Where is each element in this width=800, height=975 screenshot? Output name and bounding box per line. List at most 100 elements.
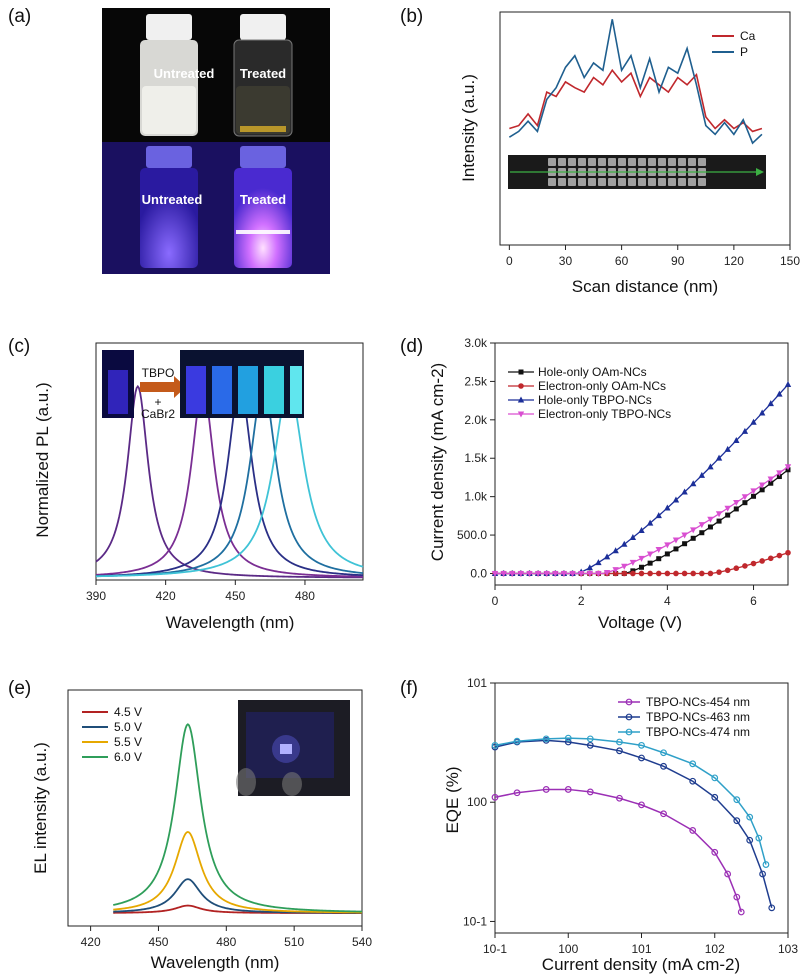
chart-f-point bbox=[586, 741, 594, 749]
chart-d-point bbox=[715, 511, 723, 518]
chart-d-ytick-label: 2.5k bbox=[464, 374, 488, 388]
stem-lattice-cell bbox=[548, 178, 556, 186]
chart-d-point bbox=[638, 555, 645, 562]
chart-c-xtick-label: 480 bbox=[295, 589, 315, 603]
chart-e-xtick-label: 450 bbox=[148, 935, 168, 949]
chart-d-point bbox=[639, 564, 644, 570]
stem-lattice-cell bbox=[698, 178, 706, 186]
chart-d-point bbox=[690, 527, 697, 534]
chart-f-point bbox=[762, 861, 770, 868]
chart-d-point bbox=[569, 570, 576, 577]
chart-e-frame bbox=[67, 689, 363, 927]
chart-d-point bbox=[759, 487, 765, 493]
chart-f-point bbox=[689, 777, 697, 785]
chart-d-point bbox=[647, 560, 653, 566]
chart-d-point bbox=[586, 570, 593, 577]
stem-lattice-cell bbox=[598, 158, 606, 166]
panel-label-f: (f) bbox=[400, 678, 418, 699]
stem-lattice-cell bbox=[648, 158, 656, 166]
chart-d-point bbox=[741, 427, 749, 434]
chart-b-legend: Ca P bbox=[712, 29, 756, 59]
chart-d-ylabel: Current density (mA cm-2) bbox=[428, 363, 447, 561]
stem-lattice-cell bbox=[678, 158, 686, 166]
chart-d-point bbox=[742, 563, 748, 569]
chart-d-point bbox=[776, 390, 783, 397]
stem-lattice-cell bbox=[678, 178, 686, 186]
chart-d-line bbox=[495, 552, 789, 575]
inset-label-plus: + bbox=[154, 395, 161, 409]
chart-d-point bbox=[612, 567, 619, 574]
inset-label-tbpo: TBPO bbox=[142, 366, 175, 380]
chart-d-point bbox=[672, 537, 680, 544]
chart-d-ytick-label: 500.0 bbox=[457, 528, 487, 542]
chart-d-point bbox=[776, 470, 783, 477]
legend-label: TBPO-NCs-454 nm bbox=[646, 695, 750, 709]
chart-d: 0 2 4 6 0.0 500.0 1.0k 1.5k 2.0k 2.5k 3.0k Hole-on… bbox=[428, 336, 792, 632]
chart-f-point bbox=[616, 747, 623, 755]
chart-d-ytick-label: 3.0k bbox=[464, 336, 488, 350]
chart-d-point bbox=[725, 512, 731, 518]
chart-f-xtick-label: 10-1 bbox=[483, 942, 507, 956]
chart-f-point bbox=[638, 754, 645, 762]
chart-b-frame bbox=[499, 11, 791, 246]
chart-d-point bbox=[612, 570, 619, 577]
stem-image-lattice bbox=[548, 158, 706, 186]
chart-d-point bbox=[750, 488, 757, 495]
chart-d-point bbox=[707, 570, 714, 577]
chart-f-xtick-label: 103 bbox=[778, 942, 798, 956]
chart-f-point bbox=[711, 774, 719, 782]
chart-d-point bbox=[707, 463, 714, 470]
chart-d-point bbox=[767, 555, 774, 562]
chart-e-xtick-label: 540 bbox=[352, 935, 372, 949]
photo-label-treated-top: Treated bbox=[240, 66, 286, 81]
chart-d-xtick-label: 6 bbox=[750, 594, 757, 608]
chart-d-point bbox=[776, 474, 782, 480]
legend-label: 5.5 V bbox=[114, 735, 142, 749]
chart-d-point bbox=[681, 532, 688, 539]
chart-e-series-2 bbox=[113, 830, 363, 914]
chart-d-point bbox=[698, 471, 706, 478]
chart-f-point bbox=[542, 735, 550, 743]
chart-e-series-3 bbox=[113, 723, 363, 913]
chart-d-point bbox=[586, 564, 593, 571]
stem-lattice-cell bbox=[608, 158, 616, 166]
chart-c-xlabel: Wavelength (nm) bbox=[166, 613, 295, 632]
stem-lattice-cell bbox=[618, 178, 626, 186]
chart-d-point bbox=[673, 546, 679, 552]
chart-d-xlabel: Voltage (V) bbox=[598, 613, 682, 632]
chart-d-point bbox=[716, 518, 722, 524]
chart-f-point bbox=[746, 813, 754, 821]
chart-f-point bbox=[733, 817, 741, 825]
chart-f-point bbox=[491, 741, 499, 749]
chart-d-point bbox=[750, 560, 757, 567]
chart-b-series-p bbox=[508, 19, 763, 145]
stem-lattice-cell bbox=[648, 178, 656, 186]
chart-c-xtick-label: 390 bbox=[86, 589, 106, 603]
legend-label-ca: Ca bbox=[740, 29, 756, 43]
chart-f-point bbox=[638, 801, 645, 809]
chart-c-inset: TBPO + CaBr2 bbox=[102, 350, 304, 421]
chart-e-xtick-label: 480 bbox=[216, 935, 236, 949]
chart-d-point bbox=[776, 552, 783, 559]
chart-d-point bbox=[690, 570, 697, 577]
chart-d-point bbox=[656, 556, 662, 562]
chart-d-point bbox=[595, 559, 602, 566]
chart-f-point bbox=[616, 738, 623, 746]
chart-d-point bbox=[534, 570, 542, 577]
chart-d-point bbox=[682, 541, 688, 547]
chart-d-point bbox=[638, 526, 645, 533]
chart-c-series-473 bbox=[95, 385, 364, 578]
chart-d-point bbox=[638, 570, 645, 577]
stem-lattice-cell bbox=[568, 178, 576, 186]
stem-lattice-cell bbox=[638, 178, 646, 186]
stem-lattice-cell bbox=[548, 158, 556, 166]
legend-marker bbox=[517, 411, 525, 418]
chart-d-point bbox=[664, 504, 671, 511]
chart-d-point bbox=[784, 464, 792, 471]
chart-f-point bbox=[616, 794, 623, 802]
chart-d-ytick-label: 1.0k bbox=[464, 490, 488, 504]
chart-f-point bbox=[689, 760, 697, 768]
chart-f-xtick-label: 100 bbox=[558, 942, 578, 956]
